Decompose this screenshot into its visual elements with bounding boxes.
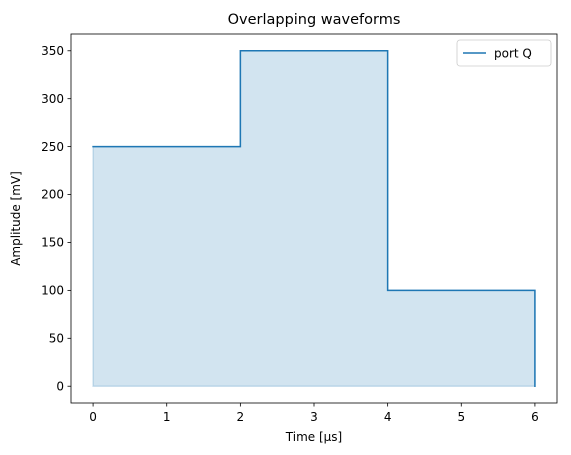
series-area-port-q	[92, 50, 536, 387]
y-tick-label: 300	[41, 92, 64, 106]
y-tick-label: 200	[41, 188, 64, 202]
series-fill-layer	[92, 50, 536, 387]
y-axis-ticks: 0 50 100 150 200 250 300 350	[41, 44, 71, 393]
x-tick-label: 6	[531, 410, 539, 424]
legend: port Q	[456, 39, 552, 67]
x-tick-label: 5	[457, 410, 465, 424]
x-tick-label: 4	[384, 410, 392, 424]
y-tick-label: 0	[56, 379, 64, 393]
legend-label-port-q: port Q	[494, 47, 532, 61]
x-tick-label: 1	[163, 410, 171, 424]
x-axis-ticks: 0 1 2 3 4 5 6	[89, 403, 539, 424]
x-tick-label: 3	[310, 410, 318, 424]
x-axis-title: Time [µs]	[285, 430, 342, 444]
y-axis-title: Amplitude [mV]	[9, 171, 23, 266]
y-tick-label: 50	[49, 332, 64, 346]
y-tick-label: 350	[41, 44, 64, 58]
y-tick-label: 100	[41, 284, 64, 298]
series-line-layer	[92, 50, 536, 387]
x-tick-label: 2	[237, 410, 245, 424]
y-tick-label: 250	[41, 140, 64, 154]
x-tick-label: 0	[89, 410, 97, 424]
series-line-port-q	[92, 50, 536, 387]
y-tick-label: 150	[41, 236, 64, 250]
chart-title: Overlapping waveforms	[228, 12, 401, 28]
legend-box	[456, 39, 552, 67]
